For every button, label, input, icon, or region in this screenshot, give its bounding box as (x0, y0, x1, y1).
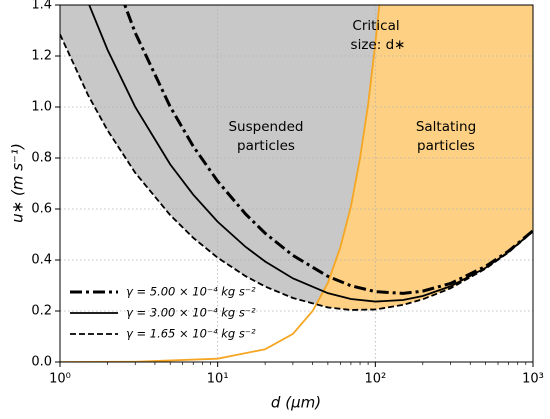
annotation: Suspended (228, 119, 303, 135)
series-line (60, 33, 533, 311)
x-tick-label: 10² (364, 372, 386, 387)
annotation: size: d∗ (351, 37, 406, 53)
lines (60, 5, 533, 362)
y-tick-label: 1.0 (31, 100, 52, 115)
x-axis-label: d (μm) (271, 394, 321, 412)
y-tick-label: 1.2 (31, 49, 52, 64)
y-axis-label: u∗ (m s⁻¹) (9, 143, 27, 223)
legend-label: γ = 5.00 × 10⁻⁴ kg s⁻² (126, 285, 256, 299)
y-tick-label: 0.4 (31, 253, 52, 268)
y-tick-label: 0.2 (31, 304, 52, 319)
annotation: particles (237, 138, 295, 154)
y-tick-label: 1.4 (31, 0, 52, 13)
y-tick-label: 0.8 (31, 151, 52, 166)
legend-label: γ = 3.00 × 10⁻⁴ kg s⁻² (126, 306, 256, 320)
series-line (123, 5, 533, 295)
y-tick-label: 0.0 (31, 355, 52, 370)
x-tick-label: 10⁰ (49, 372, 71, 387)
y-tick-label: 0.6 (31, 202, 52, 217)
annotation: Critical (352, 18, 399, 34)
x-tick-label: 10³ (522, 372, 544, 387)
legend-label: γ = 1.65 × 10⁻⁴ kg s⁻² (126, 327, 256, 341)
x-tick-label: 10¹ (207, 372, 229, 387)
annotation: particles (417, 138, 475, 154)
plot-frame (59, 4, 534, 363)
critical-curve (60, 5, 381, 362)
series-line (88, 5, 533, 303)
annotation: Saltating (416, 119, 476, 135)
